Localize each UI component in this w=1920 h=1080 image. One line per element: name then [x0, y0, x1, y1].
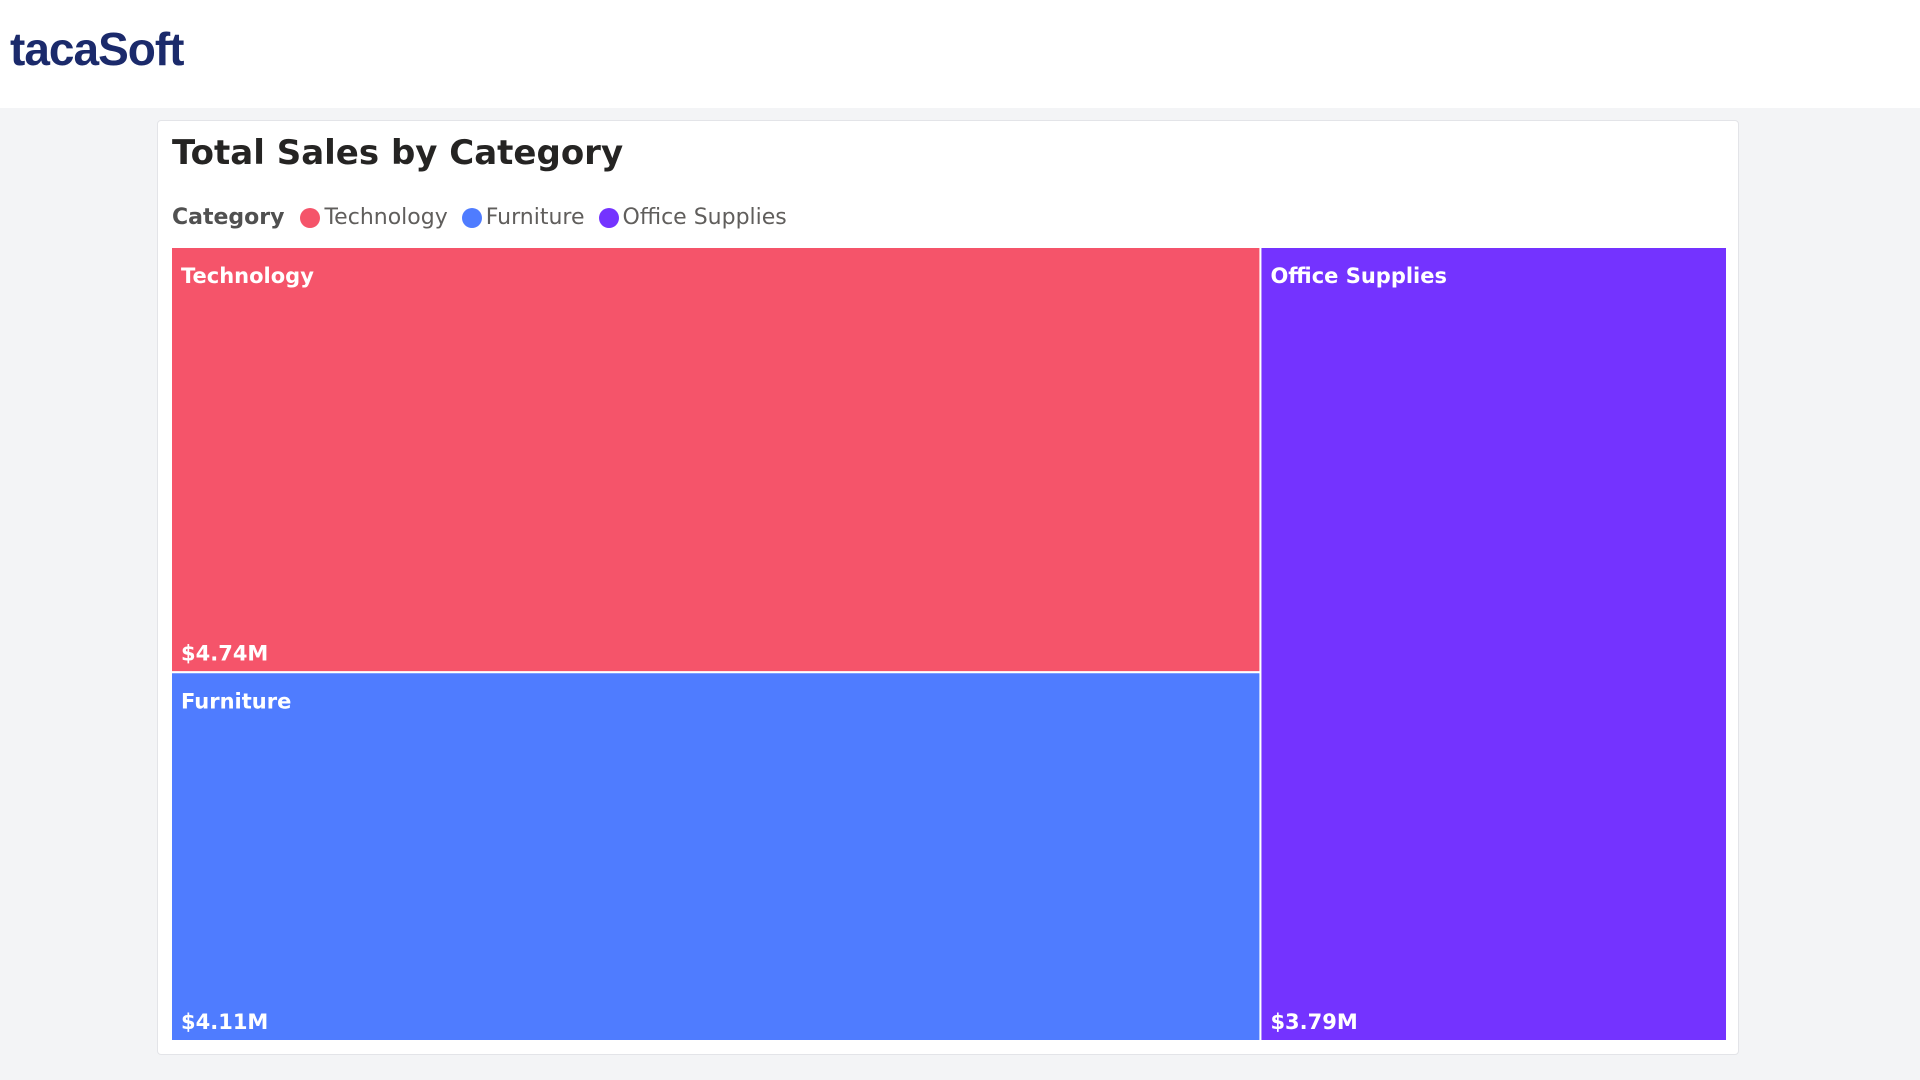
legend-swatch	[598, 207, 619, 228]
legend-item[interactable]: Technology	[300, 205, 448, 230]
legend-swatch	[461, 207, 482, 228]
chart-title: Total Sales by Category	[172, 133, 624, 173]
tile-label: Technology	[181, 264, 314, 288]
legend-item[interactable]: Furniture	[461, 205, 585, 230]
legend-title: Category	[172, 205, 285, 230]
tile-value: $3.79M	[1270, 1010, 1357, 1034]
legend-label: Furniture	[485, 205, 585, 230]
tile: Furniture $4.11M	[171, 671, 1262, 1041]
tile-rect	[1259, 247, 1727, 1041]
tile-value: $4.74M	[181, 641, 268, 665]
legend: Category Technology Furniture Office Suppl…	[172, 205, 801, 230]
legend-label: Technology	[324, 205, 448, 230]
legend-item[interactable]: Office Supplies	[598, 205, 787, 230]
logo[interactable]: tacaSoft	[10, 23, 184, 75]
tile-label: Furniture	[181, 689, 291, 713]
tile-rect	[171, 671, 1262, 1041]
tile-rect	[171, 247, 1262, 674]
chart-card: Total Sales by Category Category Technol…	[157, 120, 1739, 1055]
tile-value: $4.11M	[181, 1010, 268, 1034]
legend-swatch	[300, 207, 321, 228]
header: tacaSoft	[0, 0, 1920, 108]
treemap: Technology $4.74M Furniture $4.11M Office Su…	[171, 247, 1727, 1041]
tile-label: Office Supplies	[1270, 264, 1447, 288]
tile: Technology $4.74M	[171, 247, 1262, 674]
tile: Office Supplies $3.79M	[1259, 247, 1727, 1041]
legend-label: Office Supplies	[622, 205, 787, 230]
